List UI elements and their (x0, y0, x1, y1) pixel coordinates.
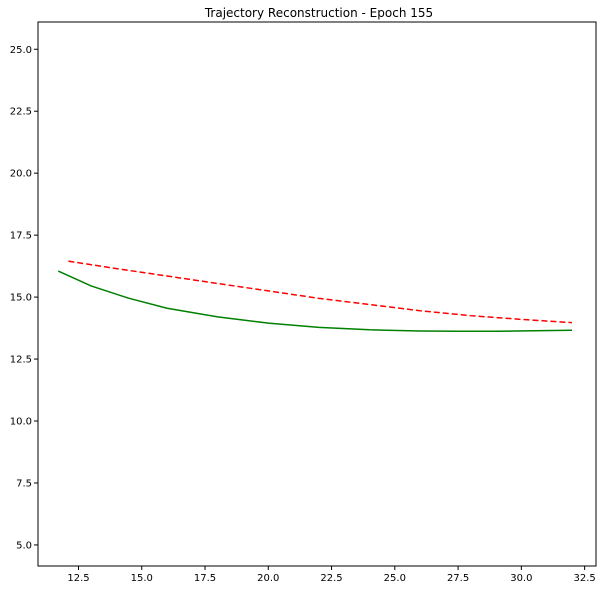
y-tick-label: 5.0 (16, 540, 32, 551)
y-tick-label: 12.5 (10, 355, 32, 366)
chart-title: Trajectory Reconstruction - Epoch 155 (204, 6, 433, 20)
x-tick-label: 12.5 (67, 573, 89, 584)
x-tick-label: 30.0 (510, 573, 532, 584)
y-tick-label: 7.5 (16, 478, 32, 489)
series-layer (57, 260, 573, 333)
y-axis: 5.0 7.5 10.0 12.5 15.0 17.5 20.0 22.5 25.0 (10, 45, 38, 551)
x-tick-label: 22.5 (320, 573, 342, 584)
y-tick-label: 17.5 (10, 231, 32, 242)
x-tick-label: 25.0 (384, 573, 406, 584)
x-tick-label: 32.5 (573, 573, 595, 584)
y-tick-label: 20.0 (10, 169, 32, 180)
y-tick-label: 15.0 (10, 293, 32, 304)
y-tick-label: 22.5 (10, 107, 32, 118)
x-tick-label: 17.5 (194, 573, 216, 584)
x-tick-label: 15.0 (131, 573, 153, 584)
plot-frame (37, 21, 597, 567)
series-line-2 (68, 260, 573, 324)
y-tick-label: 25.0 (10, 45, 32, 56)
series-line-1 (57, 270, 572, 333)
x-tick-label: 27.5 (447, 573, 469, 584)
y-tick-label: 10.0 (10, 417, 32, 428)
x-tick-label: 20.0 (257, 573, 279, 584)
x-axis: 12.5 15.0 17.5 20.0 22.5 25.0 27.5 30.0 32.5 (67, 566, 596, 584)
